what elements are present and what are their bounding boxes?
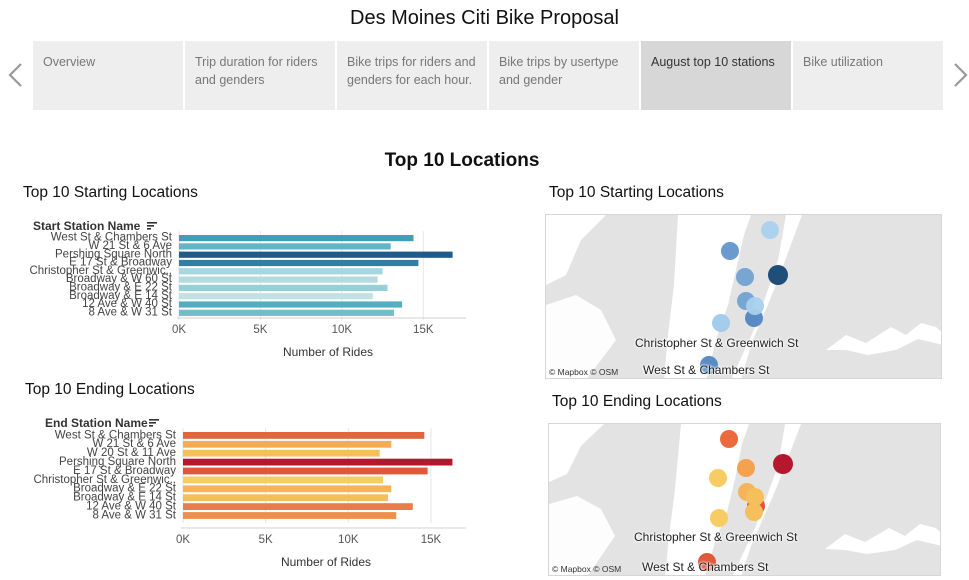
sort-icon[interactable] bbox=[149, 419, 159, 427]
category-label: W 21 St & 6 Ave bbox=[92, 438, 176, 450]
bar[interactable] bbox=[183, 476, 384, 484]
x-axis-title: Number of Rides bbox=[281, 555, 371, 569]
bar[interactable] bbox=[183, 467, 428, 475]
category-label: West St & Chambers St bbox=[51, 232, 173, 244]
x-tick-label: 15K bbox=[413, 324, 434, 336]
tab-overview[interactable]: Overview bbox=[33, 41, 183, 110]
map-attribution: © Mapbox © OSM bbox=[552, 564, 622, 574]
page-heading: Top 10 Locations bbox=[384, 150, 540, 171]
x-tick-label: 5K bbox=[259, 534, 273, 546]
bar[interactable] bbox=[179, 259, 419, 267]
map-attribution: © Mapbox © OSM bbox=[549, 367, 619, 377]
bar[interactable] bbox=[179, 276, 378, 283]
category-label: Pershing Square North bbox=[55, 248, 172, 260]
category-label: Pershing Square North bbox=[59, 456, 176, 468]
tab-label: Trip duration for riders and genders bbox=[195, 55, 318, 87]
category-label: E 17 St & Broadway bbox=[69, 257, 172, 269]
bar[interactable] bbox=[183, 440, 392, 448]
bar[interactable] bbox=[179, 293, 373, 300]
map-base bbox=[546, 215, 941, 378]
bar[interactable] bbox=[183, 485, 392, 493]
y-axis-header: Start Station Name bbox=[33, 219, 141, 233]
tab-trip-duration[interactable]: Trip duration for riders and genders bbox=[185, 41, 335, 110]
category-label: West St & Chambers St bbox=[55, 429, 177, 441]
bar[interactable] bbox=[179, 235, 414, 242]
category-label: Broadway & E 22 St bbox=[73, 483, 177, 495]
map-label-west-st: West St & Chambers St bbox=[642, 560, 769, 574]
category-label: Broadway & E 22 St bbox=[69, 282, 173, 294]
bar[interactable] bbox=[183, 494, 388, 502]
start-station-markers[interactable] bbox=[700, 221, 788, 374]
category-label: Broadway & E 14 St bbox=[73, 492, 177, 504]
end-locations-map[interactable]: Christopher St & Greenwich St West St & … bbox=[548, 423, 941, 576]
tab-label: Bike trips for riders and genders for ea… bbox=[347, 55, 476, 87]
x-tick-label: 0K bbox=[176, 534, 190, 546]
category-label: Broadway & E 14 St bbox=[69, 290, 173, 302]
x-tick-label: 10K bbox=[338, 534, 359, 546]
start-locations-map[interactable]: Christopher St & Greenwich St West St & … bbox=[545, 214, 942, 379]
category-label: E 17 St & Broadway bbox=[73, 465, 176, 477]
x-tick-label: 10K bbox=[332, 324, 353, 336]
x-tick-label: 0K bbox=[172, 324, 186, 336]
category-label: 8 Ave & W 31 St bbox=[88, 306, 172, 318]
map-label-christopher-st: Christopher St & Greenwich St bbox=[634, 530, 798, 544]
tab-label: Bike trips by usertype and gender bbox=[499, 55, 619, 87]
sort-icon[interactable] bbox=[147, 222, 157, 230]
category-label: Christopher St & Greenwic.. bbox=[29, 265, 172, 277]
category-label: 8 Ave & W 31 St bbox=[92, 509, 176, 521]
category-label: Christopher St & Greenwic.. bbox=[33, 474, 176, 486]
category-label: 12 Ave & W 40 St bbox=[86, 501, 177, 513]
x-tick-label: 5K bbox=[253, 324, 267, 336]
bar[interactable] bbox=[179, 251, 453, 258]
map-label-christopher-st: Christopher St & Greenwich St bbox=[635, 336, 799, 350]
bar[interactable] bbox=[183, 512, 397, 519]
x-tick-label: 15K bbox=[421, 534, 442, 546]
tab-trips-by-hour[interactable]: Bike trips for riders and genders for ea… bbox=[337, 41, 487, 110]
end-station-markers[interactable] bbox=[698, 430, 793, 571]
category-label: W 20 St & 11 Ave bbox=[87, 447, 176, 459]
tab-label: Overview bbox=[43, 55, 96, 69]
category-label: 12 Ave & W 40 St bbox=[82, 298, 173, 310]
story-tabs: Overview Trip duration for riders and ge… bbox=[33, 41, 945, 110]
tab-august-top-stations[interactable]: August top 10 stations bbox=[641, 41, 791, 110]
y-axis-header: End Station Name bbox=[45, 416, 148, 430]
bar[interactable] bbox=[183, 503, 413, 510]
bar[interactable] bbox=[179, 243, 391, 250]
category-label: W 21 St & 6 Ave bbox=[88, 240, 172, 252]
map-base bbox=[549, 424, 940, 575]
dashboard-title: Des Moines Citi Bike Proposal bbox=[350, 7, 619, 29]
bar[interactable] bbox=[179, 284, 388, 291]
tab-label: Bike utilization bbox=[803, 55, 883, 69]
tab-label: August top 10 stations bbox=[651, 55, 775, 69]
bar[interactable] bbox=[183, 432, 425, 439]
end-chart-title: Top 10 Ending Locations bbox=[25, 381, 195, 398]
tab-bike-utilization[interactable]: Bike utilization bbox=[793, 41, 943, 110]
bar[interactable] bbox=[179, 301, 403, 308]
map-label-west-st: West St & Chambers St bbox=[643, 363, 770, 377]
tab-trips-by-usertype[interactable]: Bike trips by usertype and gender bbox=[489, 41, 639, 110]
x-axis-title: Number of Rides bbox=[283, 345, 373, 359]
chevron-right-icon[interactable] bbox=[950, 60, 969, 90]
start-chart-title: Top 10 Starting Locations bbox=[23, 184, 198, 201]
bar[interactable] bbox=[183, 449, 380, 457]
start-map-title: Top 10 Starting Locations bbox=[549, 184, 724, 201]
end-map-title: Top 10 Ending Locations bbox=[552, 393, 722, 410]
category-label: Broadway & W 60 St bbox=[66, 273, 173, 285]
bar[interactable] bbox=[179, 309, 394, 316]
chevron-left-icon[interactable] bbox=[6, 60, 26, 90]
bar[interactable] bbox=[179, 268, 383, 275]
bar[interactable] bbox=[183, 458, 453, 466]
